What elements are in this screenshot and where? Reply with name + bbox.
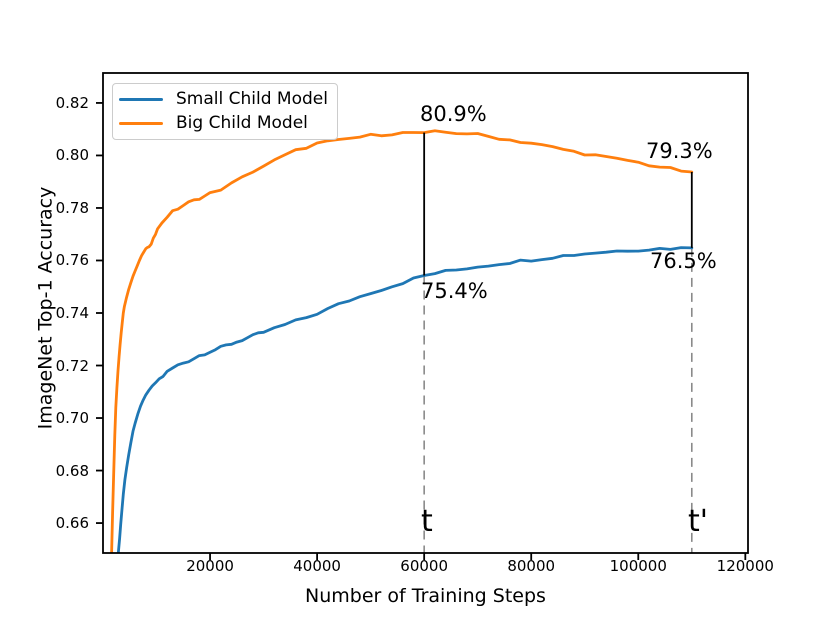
legend-item-label: Small Child Model (176, 88, 328, 109)
x-tick-label: 100000 (609, 557, 667, 575)
x-axis-label: Number of Training Steps (305, 585, 546, 607)
y-tick-label: 0.80 (55, 146, 89, 165)
legend: Small Child Model Big Child Model (112, 83, 338, 140)
y-tick-label: 0.78 (55, 198, 89, 217)
y-tick-label: 0.76 (55, 251, 89, 270)
annotation-big-model-at-t: 80.9% (420, 102, 487, 126)
annotation-small-model-at-t-prime: 76.5% (650, 249, 717, 273)
legend-line-sample (119, 122, 163, 126)
y-tick-label: 0.68 (55, 461, 89, 480)
y-tick-label: 0.70 (55, 409, 89, 428)
legend-item: Big Child Model (119, 112, 329, 137)
x-tick-label: 60000 (400, 557, 449, 575)
legend-item-label: Big Child Model (176, 113, 308, 134)
y-tick-label: 0.74 (55, 304, 89, 322)
series-line-big-child-model (110, 129, 694, 553)
x-tick-label: 80000 (507, 557, 556, 575)
marker-label-t-prime: t' (688, 504, 709, 539)
x-tick-label: 20000 (186, 557, 234, 575)
y-tick-label: 0.72 (55, 356, 89, 375)
annotation-small-model-at-t: 75.4% (421, 279, 488, 303)
y-tick-label: 0.82 (55, 93, 89, 112)
series-line-small-child-model (116, 246, 694, 553)
legend-item: Small Child Model (119, 87, 329, 112)
x-tick-label: 40000 (293, 557, 341, 575)
y-tick-label: 0.66 (55, 514, 89, 533)
x-tick-label: 120000 (716, 557, 774, 575)
legend-line-sample (119, 97, 163, 101)
marker-label-t: t (421, 504, 433, 539)
annotation-big-model-at-t-prime: 79.3% (646, 139, 713, 163)
